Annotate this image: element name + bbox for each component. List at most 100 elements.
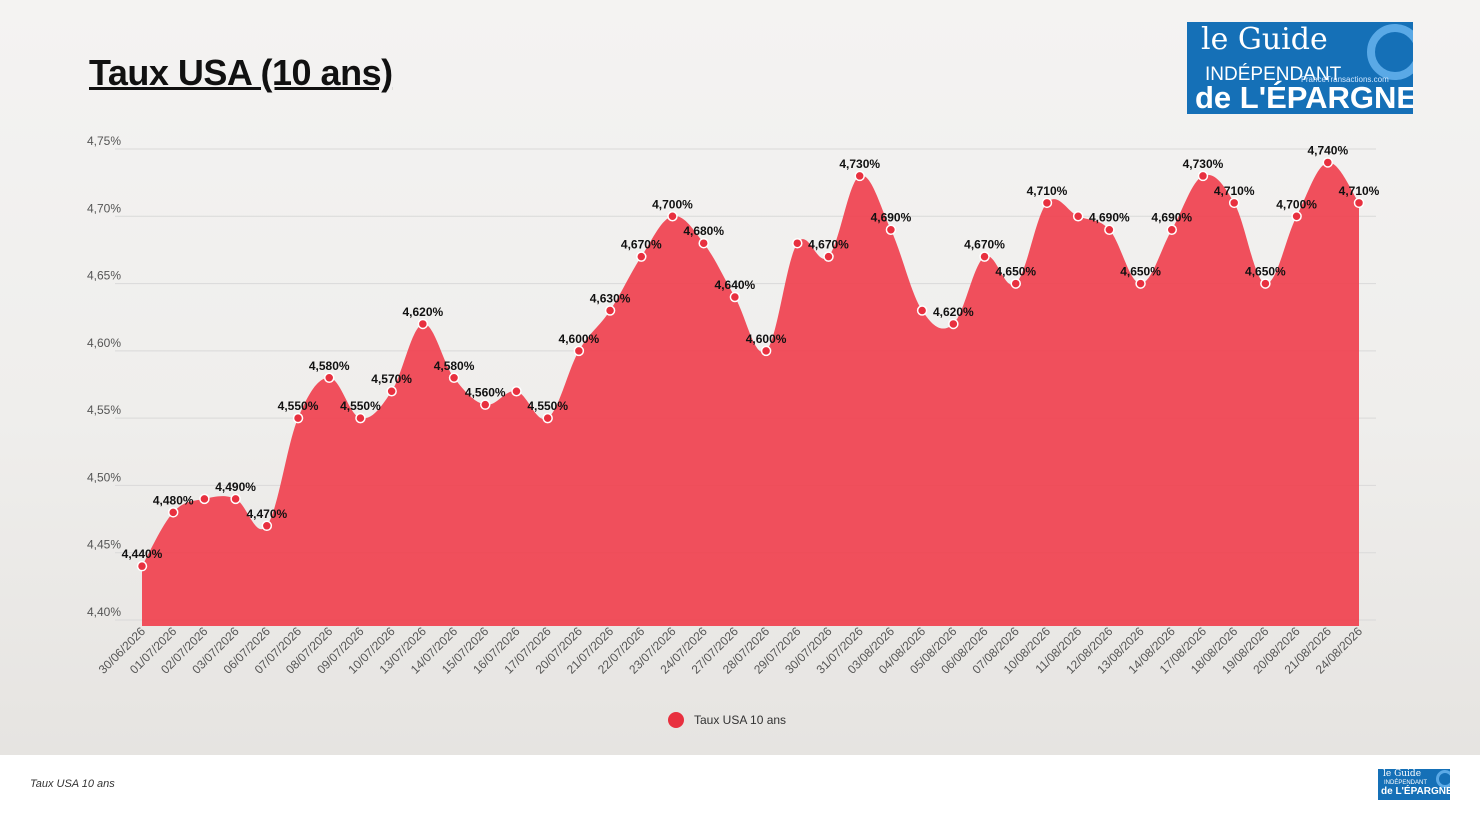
data-point <box>1228 197 1240 209</box>
data-point <box>261 520 273 532</box>
data-label: 4,600% <box>746 332 787 346</box>
data-label: 4,690% <box>871 211 912 225</box>
logo-ring-icon <box>1367 24 1413 80</box>
data-point <box>542 412 553 424</box>
y-tick-label: 4,60% <box>87 336 121 350</box>
data-point <box>760 345 772 357</box>
data-point <box>885 224 897 235</box>
data-label: 4,650% <box>1245 265 1286 279</box>
data-point <box>1135 278 1146 289</box>
footer-logo-ring-icon <box>1436 770 1450 788</box>
data-label: 4,650% <box>1120 265 1161 279</box>
data-point <box>1260 278 1271 289</box>
footer-logo-line-3: de L'ÉPARGNE <box>1381 786 1450 797</box>
data-label: 4,470% <box>246 507 287 521</box>
data-label: 4,630% <box>590 291 631 305</box>
data-point <box>230 493 241 505</box>
y-tick-label: 4,70% <box>87 201 121 215</box>
data-label: 4,700% <box>1276 197 1317 211</box>
data-label: 4,740% <box>1307 143 1348 157</box>
footer-logo-line-1: le Guide <box>1383 769 1422 779</box>
data-point <box>1041 197 1053 209</box>
data-point <box>979 251 990 262</box>
data-label: 4,640% <box>715 278 756 292</box>
data-label: 4,580% <box>434 359 475 373</box>
y-tick-label: 4,75% <box>87 134 121 148</box>
data-label: 4,490% <box>215 480 256 494</box>
data-point <box>1010 278 1021 289</box>
y-tick-label: 4,40% <box>87 605 121 619</box>
data-point <box>417 318 429 330</box>
data-label: 4,620% <box>933 305 974 319</box>
data-point <box>792 237 803 249</box>
y-tick-label: 4,45% <box>87 538 121 552</box>
data-label: 4,690% <box>1151 211 1192 225</box>
data-label: 4,710% <box>1027 184 1068 198</box>
data-point <box>323 372 335 384</box>
data-label: 4,680% <box>683 224 724 238</box>
footer-caption: Taux USA 10 ans <box>30 778 115 790</box>
data-point <box>1104 224 1115 235</box>
data-point <box>292 412 304 424</box>
data-point <box>573 345 585 357</box>
data-label: 4,710% <box>1214 184 1255 198</box>
logo-line-2: INDÉPENDANT <box>1205 64 1342 85</box>
data-label: 4,710% <box>1339 184 1380 198</box>
chart-legend[interactable]: Taux USA 10 ans <box>668 712 786 728</box>
legend-swatch <box>668 712 684 728</box>
data-point <box>480 399 491 410</box>
data-label: 4,560% <box>465 386 506 400</box>
data-label: 4,550% <box>278 399 319 413</box>
data-point <box>698 237 709 249</box>
y-tick-label: 4,65% <box>87 269 121 283</box>
data-point <box>386 385 397 397</box>
data-point <box>1353 197 1365 209</box>
data-point <box>1197 170 1209 182</box>
data-label: 4,730% <box>1183 157 1224 171</box>
logo-line-3: de L'ÉPARGNE <box>1195 80 1413 114</box>
data-point <box>167 507 179 518</box>
data-label: 4,600% <box>559 332 600 346</box>
data-point <box>948 318 959 330</box>
data-point <box>136 560 148 572</box>
data-label: 4,670% <box>964 238 1005 252</box>
data-label: 4,670% <box>808 238 849 252</box>
data-label: 4,690% <box>1089 211 1130 225</box>
data-point <box>511 385 522 397</box>
data-point <box>636 251 647 262</box>
data-point <box>916 305 928 316</box>
y-tick-label: 4,50% <box>87 470 121 484</box>
data-label: 4,730% <box>839 157 880 171</box>
data-label: 4,440% <box>122 547 163 561</box>
data-label: 4,700% <box>652 197 693 211</box>
data-label: 4,480% <box>153 493 194 507</box>
data-point <box>823 251 834 262</box>
data-point <box>1322 157 1334 168</box>
data-point <box>667 211 678 222</box>
data-point <box>1166 224 1178 235</box>
page-title: Taux USA (10 ans) <box>89 52 393 93</box>
logo-site: FranceTransactions.com <box>1301 75 1389 84</box>
data-point <box>1291 211 1302 222</box>
data-label: 4,550% <box>340 399 381 413</box>
data-point <box>729 291 741 303</box>
data-point <box>1072 211 1084 222</box>
data-point <box>355 412 366 424</box>
data-label: 4,650% <box>995 265 1036 279</box>
data-label: 4,670% <box>621 238 662 252</box>
y-tick-label: 4,55% <box>87 403 121 417</box>
footer-logo-line-2: INDÉPENDANT <box>1384 780 1428 786</box>
series-area <box>142 162 1359 626</box>
data-label: 4,620% <box>402 305 443 319</box>
footer-logo[interactable]: le Guide INDÉPENDANT FranceTransactions.… <box>1378 769 1450 800</box>
logo-line-1: le Guide <box>1201 22 1328 57</box>
data-point <box>199 493 210 505</box>
site-logo[interactable]: le Guide INDÉPENDANT FranceTransactions.… <box>1187 22 1413 114</box>
data-point <box>854 170 865 182</box>
data-point <box>604 305 616 316</box>
data-label: 4,550% <box>527 399 568 413</box>
data-point <box>448 372 460 384</box>
data-label: 4,580% <box>309 359 350 373</box>
legend-label: Taux USA 10 ans <box>694 713 787 727</box>
